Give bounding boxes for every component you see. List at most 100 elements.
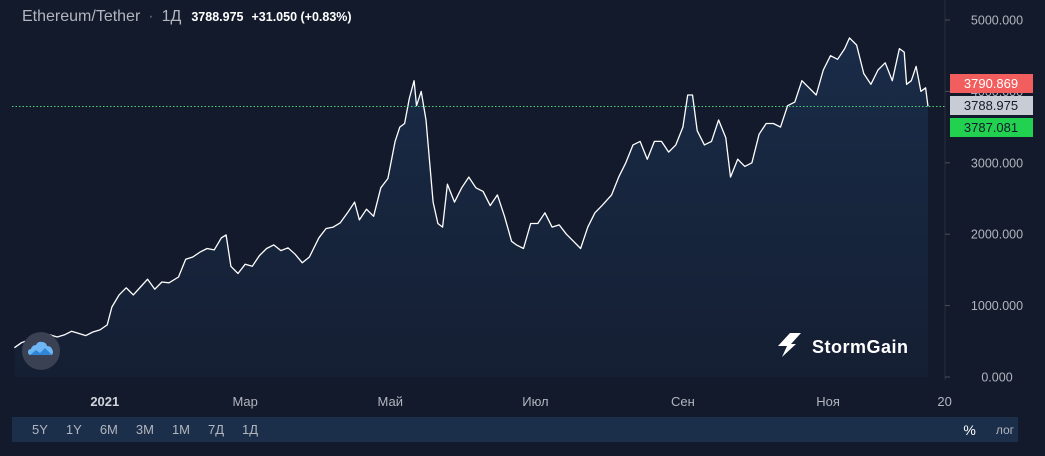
- percent-scale-button[interactable]: %: [963, 421, 976, 438]
- price-data-point: [632, 144, 634, 146]
- price-data-point: [244, 263, 246, 265]
- price-data-point: [884, 62, 886, 64]
- range-1y-button[interactable]: 1Y: [65, 422, 82, 437]
- price-data-point: [503, 215, 505, 217]
- price-data-point: [237, 272, 239, 274]
- price-data-point: [572, 240, 574, 242]
- price-data-point: [653, 140, 655, 142]
- price-data-point: [432, 201, 434, 203]
- price-data-point: [687, 94, 689, 96]
- price-data-point: [910, 80, 912, 82]
- price-data-point: [587, 226, 589, 228]
- brand-name: StormGain: [812, 337, 909, 357]
- price-data-point: [146, 278, 148, 280]
- price-data-point: [898, 47, 900, 49]
- price-data-point: [13, 347, 15, 349]
- price-data-point: [744, 165, 746, 167]
- price-data-point: [139, 286, 141, 288]
- price-data-point: [403, 122, 405, 124]
- stormgain-logo: StormGain: [776, 332, 909, 363]
- price-data-point: [332, 226, 334, 228]
- price-data-point: [675, 144, 677, 146]
- header-change: +31.050 (+0.83%): [251, 10, 352, 24]
- price-data-point: [185, 258, 187, 260]
- price-data-point: [668, 151, 670, 153]
- y-tick-label: 2000.000: [971, 228, 1023, 242]
- price-data-point: [287, 247, 289, 249]
- price-data-point: [251, 265, 253, 267]
- range-7d-button[interactable]: 7Д: [208, 422, 225, 437]
- price-data-point: [836, 58, 838, 60]
- price-data-point: [453, 201, 455, 203]
- price-data-point: [63, 334, 65, 336]
- cloud-button[interactable]: [22, 332, 60, 370]
- price-data-point: [199, 251, 201, 253]
- ask-price-tag: [950, 74, 1033, 93]
- price-data-point: [703, 144, 705, 146]
- price-data-point: [358, 219, 360, 221]
- price-data-point: [280, 249, 282, 251]
- price-data-point: [710, 140, 712, 142]
- price-data-point: [903, 51, 905, 53]
- interval-label[interactable]: 1Д: [161, 8, 182, 25]
- price-data-point: [413, 80, 415, 82]
- range-3m-button[interactable]: 3M: [135, 422, 154, 437]
- bid-price-tag: [950, 118, 1033, 137]
- range-5y-button[interactable]: 5Y: [32, 422, 48, 437]
- price-data-point: [475, 187, 477, 189]
- price-data-point: [177, 276, 179, 278]
- price-data-point: [380, 187, 382, 189]
- price-data-point: [154, 288, 156, 290]
- price-data-point: [579, 247, 581, 249]
- price-data-point: [530, 222, 532, 224]
- range-1m-button[interactable]: 1M: [171, 422, 190, 437]
- price-data-point: [325, 227, 327, 229]
- price-data-point: [877, 69, 879, 71]
- price-data-point: [848, 37, 850, 39]
- price-data-point: [408, 97, 410, 99]
- y-tick-label: 3000.000: [971, 156, 1023, 170]
- range-6m-button[interactable]: 6M: [99, 422, 118, 437]
- price-data-point: [318, 237, 320, 239]
- price-data-point: [206, 247, 208, 249]
- symbol-title[interactable]: Ethereum/Tether: [22, 8, 141, 25]
- range-1d-button[interactable]: 1Д: [242, 422, 259, 437]
- price-data-point: [441, 226, 443, 228]
- header-last-price: 3788.975: [191, 10, 244, 24]
- price-data-point: [924, 87, 926, 89]
- price-data-point: [230, 265, 232, 267]
- price-data-point: [565, 233, 567, 235]
- price-series-line[interactable]: [14, 37, 929, 349]
- last-price-tag: [950, 96, 1033, 115]
- price-data-point: [927, 105, 929, 107]
- price-data-point: [646, 158, 648, 160]
- price-data-point: [855, 44, 857, 46]
- price-data-point: [85, 334, 87, 336]
- range-toolbar: 5Y 1Y 6M 3M 1M 7Д 1Д % лог: [12, 417, 1018, 442]
- price-data-point: [446, 183, 448, 185]
- price-data-point: [118, 294, 120, 296]
- price-data-point: [558, 224, 560, 226]
- x-tick-label: Июл: [522, 394, 548, 409]
- price-data-point: [258, 254, 260, 256]
- price-data-point: [339, 222, 341, 224]
- price-data-point: [437, 222, 439, 224]
- price-data-point: [225, 234, 227, 236]
- price-data-point: [510, 240, 512, 242]
- price-data-point: [544, 212, 546, 214]
- price-data-point: [751, 162, 753, 164]
- price-data-point: [765, 122, 767, 124]
- price-data-point: [56, 336, 58, 338]
- price-data-point: [468, 176, 470, 178]
- price-data-point: [308, 256, 310, 258]
- price-data-point: [92, 331, 94, 333]
- price-data-point: [610, 194, 612, 196]
- price-data-point: [801, 80, 803, 82]
- price-data-point: [772, 122, 774, 124]
- price-data-point: [70, 330, 72, 332]
- price-data-point: [372, 215, 374, 217]
- log-scale-button[interactable]: лог: [995, 422, 1014, 437]
- price-data-point: [905, 83, 907, 85]
